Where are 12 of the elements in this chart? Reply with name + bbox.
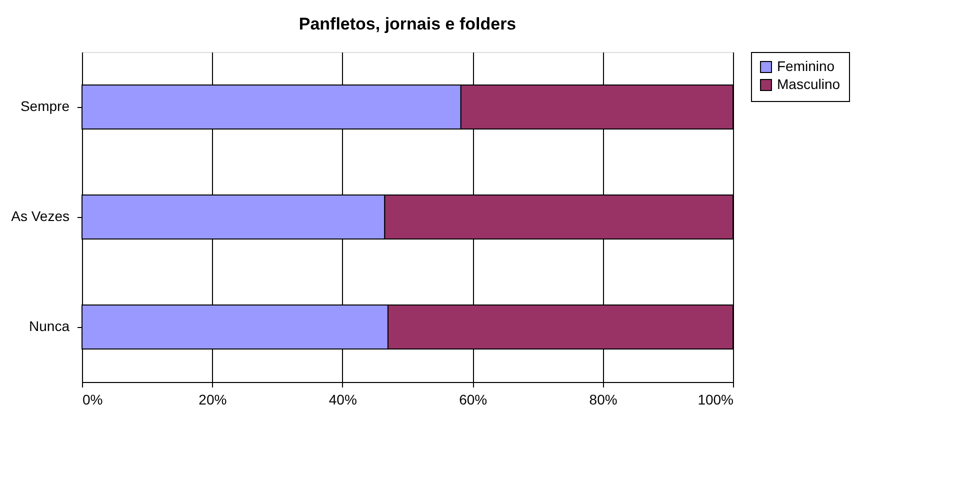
x-tick-label: 80% bbox=[589, 392, 618, 408]
x-tick-label: 20% bbox=[198, 392, 227, 408]
legend-label: Feminino bbox=[777, 58, 835, 74]
y-tick-label: Sempre bbox=[20, 98, 70, 114]
y-tick-label: Nunca bbox=[29, 318, 70, 334]
x-tick-label: 60% bbox=[459, 392, 488, 408]
x-tick-label: 0% bbox=[82, 392, 103, 408]
y-tick-label: As Vezes bbox=[11, 208, 70, 224]
legend-label: Masculino bbox=[777, 76, 840, 92]
chart-title: Panfletos, jornais e folders bbox=[298, 14, 516, 34]
x-tick-label: 40% bbox=[328, 392, 357, 408]
x-tick-label: 100% bbox=[698, 392, 734, 408]
